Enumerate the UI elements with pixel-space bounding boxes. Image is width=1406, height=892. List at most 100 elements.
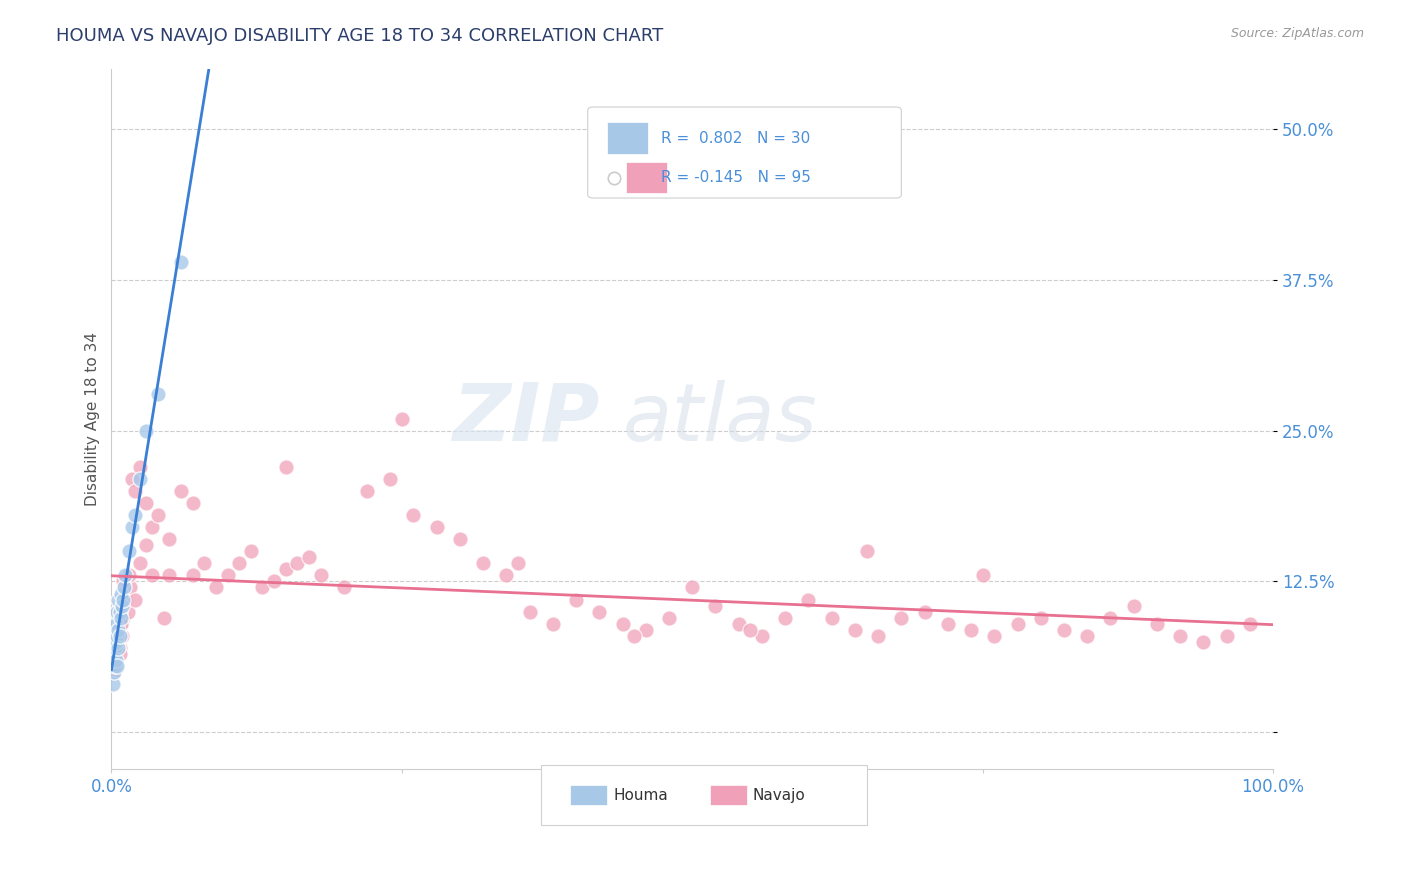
Point (104, 629, 127, 643)
Point (914, 605, 936, 619)
Text: HOUMA VS NAVAJO DISABILITY AGE 18 TO 34 CORRELATION CHART: HOUMA VS NAVAJO DISABILITY AGE 18 TO 34 … (56, 27, 664, 45)
Point (890, 610, 912, 624)
Text: R =  0.802   N = 30: R = 0.802 N = 30 (661, 131, 810, 145)
Point (704, 599, 727, 613)
Point (1053, 623, 1076, 637)
Point (1239, 616, 1261, 631)
Point (751, 629, 773, 643)
FancyBboxPatch shape (588, 107, 901, 198)
Point (112, 592, 135, 607)
Point (103, 665, 125, 679)
Point (101, 677, 124, 691)
Point (274, 562, 297, 576)
Point (105, 635, 128, 649)
FancyBboxPatch shape (710, 785, 747, 805)
Text: ZIP: ZIP (451, 379, 599, 458)
Point (983, 629, 1005, 643)
Point (298, 550, 321, 565)
Point (612, 616, 634, 631)
Point (380, 472, 402, 486)
Text: Navajo: Navajo (752, 788, 806, 803)
Point (121, 520, 143, 534)
Point (181, 568, 204, 582)
Point (110, 610, 132, 624)
Point (146, 387, 169, 401)
Point (105, 647, 128, 661)
Point (402, 508, 425, 522)
Point (114, 568, 136, 582)
Point (727, 616, 749, 631)
Point (103, 653, 125, 667)
Point (108, 605, 131, 619)
Point (1076, 629, 1098, 643)
Y-axis label: Disability Age 18 to 34: Disability Age 18 to 34 (86, 332, 100, 506)
Point (103, 653, 125, 667)
FancyBboxPatch shape (626, 162, 666, 194)
Point (960, 623, 983, 637)
Point (105, 653, 128, 667)
Point (228, 557, 250, 571)
Point (1215, 629, 1237, 643)
Point (309, 568, 332, 582)
Point (1192, 635, 1215, 649)
Point (135, 496, 157, 510)
Point (170, 483, 193, 498)
Point (426, 520, 449, 534)
Point (936, 616, 959, 631)
Point (105, 635, 128, 649)
Point (103, 665, 125, 679)
Point (681, 581, 703, 595)
Point (105, 659, 128, 673)
Point (356, 483, 378, 498)
Point (112, 581, 135, 595)
Point (129, 557, 152, 571)
Point (141, 568, 163, 582)
Point (239, 544, 262, 558)
Point (773, 610, 796, 624)
Point (495, 568, 517, 582)
Point (252, 581, 274, 595)
Point (107, 592, 129, 607)
Point (129, 459, 152, 474)
Point (285, 557, 308, 571)
Point (274, 459, 297, 474)
Point (332, 581, 354, 595)
Point (1029, 610, 1052, 624)
Point (105, 629, 128, 643)
Point (117, 605, 139, 619)
Point (118, 568, 141, 582)
Point (658, 610, 681, 624)
Point (121, 472, 143, 486)
Point (159, 533, 181, 547)
Point (623, 629, 645, 643)
Point (124, 508, 146, 522)
Point (107, 623, 129, 637)
Point (129, 472, 152, 486)
Point (519, 605, 541, 619)
Point (118, 581, 141, 595)
Point (1122, 599, 1144, 613)
Point (141, 520, 163, 534)
Point (1099, 610, 1122, 624)
Point (1168, 629, 1191, 643)
Text: Source: ZipAtlas.com: Source: ZipAtlas.com (1230, 27, 1364, 40)
Point (110, 586, 132, 600)
Point (205, 581, 228, 595)
Point (107, 623, 129, 637)
Point (111, 629, 134, 643)
Point (588, 605, 610, 619)
Point (104, 653, 127, 667)
Point (108, 647, 131, 661)
Point (146, 508, 169, 522)
Point (135, 424, 157, 438)
Point (108, 629, 131, 643)
Point (135, 538, 157, 552)
Point (797, 592, 820, 607)
Point (181, 496, 204, 510)
Point (868, 629, 890, 643)
Point (170, 254, 193, 268)
FancyBboxPatch shape (571, 785, 607, 805)
Point (111, 599, 134, 613)
Point (159, 568, 181, 582)
Point (844, 623, 866, 637)
